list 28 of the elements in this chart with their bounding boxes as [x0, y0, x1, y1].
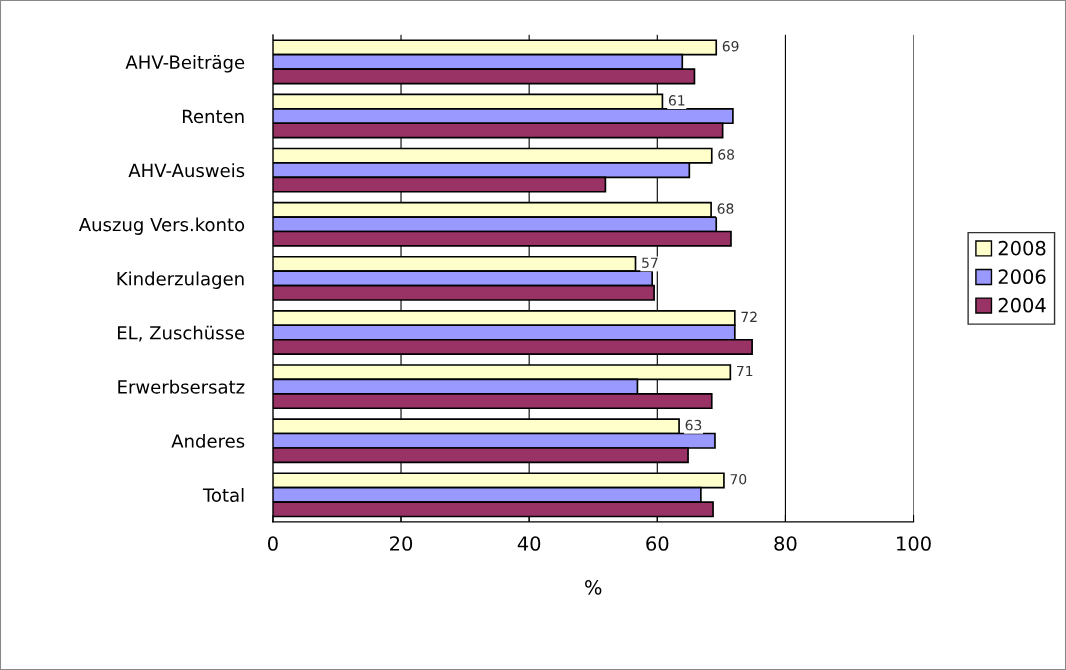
x-tick-label: 40	[517, 536, 541, 551]
data-label: 70	[730, 473, 747, 485]
y-tick-label: Auszug Vers.konto	[78, 217, 245, 235]
x-tick-label: 60	[646, 536, 669, 551]
data-label: 68	[717, 203, 734, 214]
y-tick-label: Anderes	[171, 433, 245, 448]
y-tick-label: EL, Zuschüsse	[117, 325, 245, 342]
data-label: 57	[642, 257, 658, 268]
x-tick-label: 80	[774, 536, 797, 551]
data-label: 63	[685, 419, 702, 431]
data-label: 69	[722, 40, 739, 52]
y-tick-label: AHV-Ausweis	[128, 163, 245, 178]
legend-label: 2006	[998, 269, 1046, 285]
y-tick-label: AHV-Beiträge	[125, 55, 245, 73]
x-tick-label: 0	[267, 536, 278, 551]
legend-label: 2008	[998, 240, 1046, 256]
data-label: 68	[718, 149, 735, 160]
x-tick-label: 20	[390, 536, 413, 551]
data-label: 61	[668, 95, 685, 106]
data-label: 72	[741, 311, 757, 322]
y-tick-label: Erwerbsersatz	[118, 379, 245, 394]
y-tick-label: Renten	[182, 109, 244, 124]
y-tick-label: Total	[202, 488, 244, 502]
x-tick-label: 100	[897, 536, 931, 551]
legend-label: 2004	[998, 297, 1046, 313]
x-axis-title: %	[585, 579, 602, 595]
data-label: 71	[737, 365, 753, 377]
y-tick-label: Kinderzulagen	[117, 271, 244, 289]
